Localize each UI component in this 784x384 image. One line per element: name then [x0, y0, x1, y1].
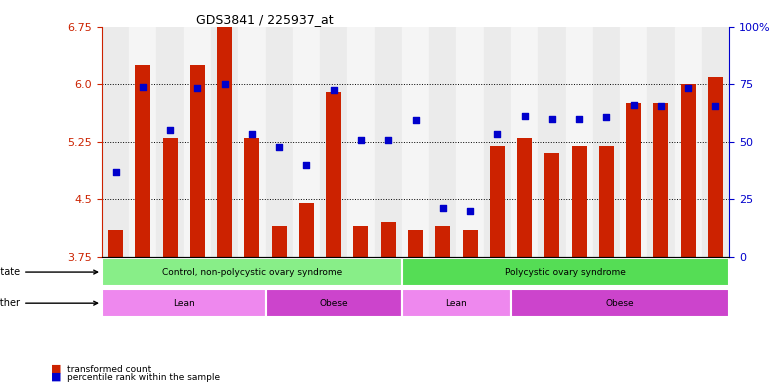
- Bar: [190, 65, 205, 257]
- Bar: [326, 92, 341, 257]
- Bar: [102, 289, 266, 317]
- Bar: [435, 226, 450, 257]
- Bar: [347, 27, 375, 257]
- Bar: [599, 146, 614, 257]
- Bar: [299, 203, 314, 257]
- Point: [464, 207, 477, 214]
- Bar: [653, 103, 669, 257]
- Bar: [544, 153, 559, 257]
- Bar: [511, 289, 729, 317]
- Bar: [463, 230, 477, 257]
- Text: ■: ■: [51, 372, 61, 382]
- Bar: [484, 27, 511, 257]
- Bar: [674, 27, 702, 257]
- Bar: [108, 230, 123, 257]
- Bar: [292, 27, 320, 257]
- Bar: [456, 27, 484, 257]
- Point: [546, 116, 558, 122]
- Point: [328, 86, 340, 93]
- Bar: [702, 27, 729, 257]
- Bar: [517, 138, 532, 257]
- Point: [354, 137, 367, 143]
- Bar: [320, 27, 347, 257]
- Point: [219, 81, 231, 88]
- Bar: [681, 84, 695, 257]
- Point: [136, 83, 149, 89]
- Bar: [539, 27, 565, 257]
- Bar: [102, 27, 129, 257]
- Point: [191, 85, 204, 91]
- Point: [627, 102, 640, 108]
- Point: [109, 169, 122, 175]
- Bar: [648, 27, 674, 257]
- Text: Control, non-polycystic ovary syndrome: Control, non-polycystic ovary syndrome: [162, 268, 342, 276]
- Bar: [266, 27, 292, 257]
- Bar: [429, 27, 456, 257]
- Text: Polycystic ovary syndrome: Polycystic ovary syndrome: [505, 268, 626, 276]
- Text: Lean: Lean: [172, 299, 194, 308]
- Point: [300, 162, 313, 168]
- Bar: [490, 146, 505, 257]
- Bar: [572, 146, 586, 257]
- Point: [409, 117, 422, 123]
- Text: ■: ■: [51, 364, 61, 374]
- Bar: [708, 77, 723, 257]
- Text: Obese: Obese: [319, 299, 348, 308]
- Point: [437, 205, 449, 211]
- Bar: [245, 138, 260, 257]
- Point: [491, 131, 503, 137]
- Bar: [402, 289, 511, 317]
- Bar: [238, 27, 266, 257]
- Bar: [136, 65, 151, 257]
- Point: [682, 85, 695, 91]
- Point: [600, 114, 612, 120]
- Bar: [626, 103, 641, 257]
- Point: [518, 113, 531, 119]
- Bar: [375, 27, 402, 257]
- Bar: [102, 258, 402, 286]
- Point: [710, 103, 722, 109]
- Bar: [272, 226, 287, 257]
- Bar: [511, 27, 539, 257]
- Bar: [408, 230, 423, 257]
- Text: percentile rank within the sample: percentile rank within the sample: [67, 373, 220, 382]
- Text: Obese: Obese: [606, 299, 634, 308]
- Bar: [217, 27, 232, 257]
- Point: [164, 127, 176, 133]
- Bar: [211, 27, 238, 257]
- Point: [245, 131, 258, 137]
- Bar: [620, 27, 648, 257]
- Point: [273, 144, 285, 150]
- Bar: [266, 289, 402, 317]
- Text: other: other: [0, 298, 97, 308]
- Bar: [354, 226, 368, 257]
- Text: disease state: disease state: [0, 267, 97, 277]
- Point: [573, 116, 586, 122]
- Bar: [381, 222, 396, 257]
- Bar: [402, 27, 429, 257]
- Text: transformed count: transformed count: [67, 365, 151, 374]
- Point: [655, 103, 667, 109]
- Bar: [565, 27, 593, 257]
- Text: Lean: Lean: [445, 299, 467, 308]
- Bar: [402, 258, 729, 286]
- Bar: [593, 27, 620, 257]
- Point: [382, 137, 394, 143]
- Bar: [157, 27, 183, 257]
- Bar: [129, 27, 157, 257]
- Text: GDS3841 / 225937_at: GDS3841 / 225937_at: [196, 13, 334, 26]
- Bar: [162, 138, 178, 257]
- Bar: [183, 27, 211, 257]
